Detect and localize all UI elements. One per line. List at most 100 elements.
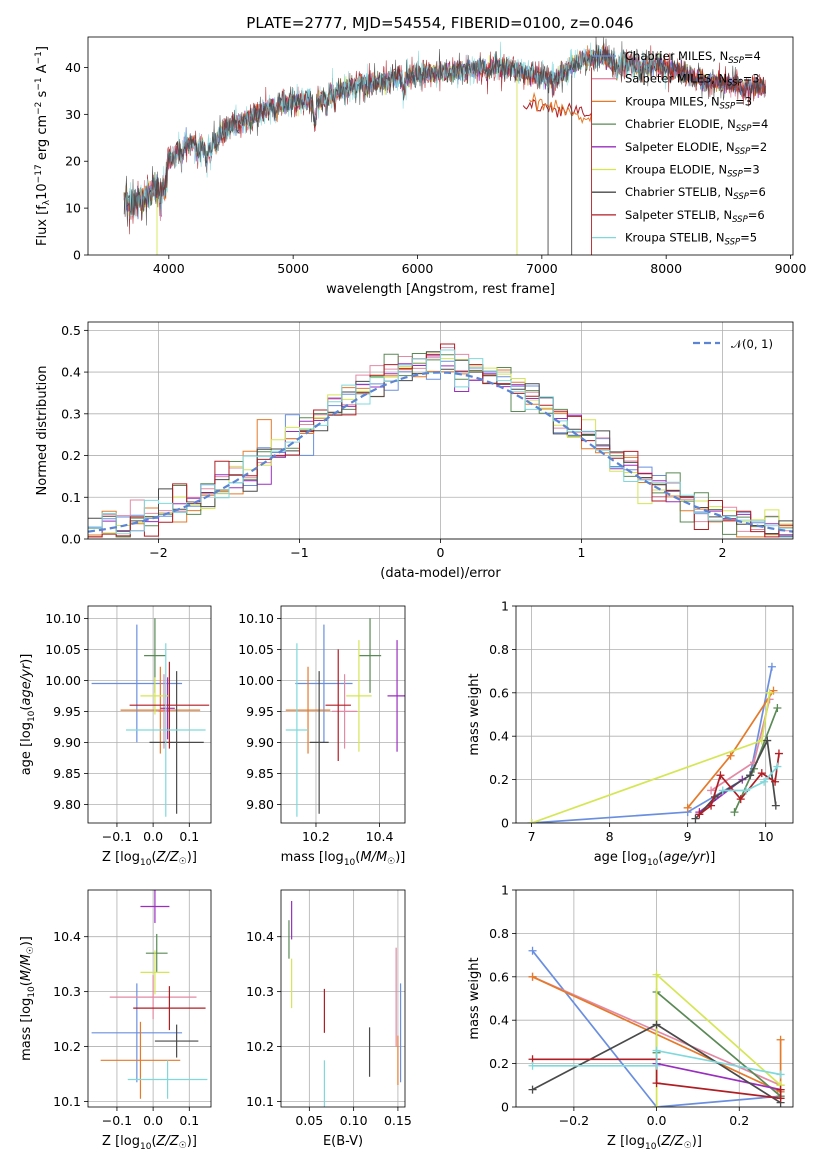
y-axis-label: Flux [fλ10−17 erg cm−2 s−1 A−1] [34, 46, 52, 246]
label-part: Kroupa ELODIE, N [625, 163, 727, 177]
label-part: SSP [725, 238, 741, 248]
y-tick-label: 10 [65, 201, 81, 216]
label-part: )] [187, 1134, 197, 1149]
label-part: M/M [360, 850, 387, 865]
series-chabrier-stelib [528, 1020, 785, 1107]
grid [516, 889, 793, 1108]
y-tick-label: 10.3 [53, 984, 81, 999]
x-tick-label: 1 [578, 545, 586, 560]
axes-frame [87, 605, 212, 824]
x-tick-label: 9 [684, 829, 692, 844]
grid [281, 890, 405, 1107]
y-tick-label: 10.10 [45, 611, 81, 626]
axes-frame [280, 889, 406, 1108]
x-axis-label: Z [log10(Z/Z☉)] [102, 1134, 197, 1152]
errorbar-chabrier-stelib [309, 671, 329, 814]
y-tick-label: 20 [65, 154, 81, 169]
x-tick-label: 6000 [402, 261, 434, 276]
errorbar-chabrier-miles [295, 624, 353, 743]
series-marker [718, 786, 727, 795]
x-axis-label: (data-model)/error [380, 566, 501, 581]
series-line [531, 666, 773, 823]
series-marker [652, 970, 661, 979]
y-tick-label: 10.4 [246, 929, 274, 944]
y-tick-label: 10.00 [238, 673, 274, 688]
series-kroupa-stelib [718, 762, 782, 795]
x-tick-label: 0.05 [295, 1113, 323, 1128]
x-tick-label: 8 [606, 829, 614, 844]
label-part: Z [log [607, 1134, 645, 1149]
errorbar-kroupa-elodie [346, 640, 372, 752]
series-line [656, 1062, 781, 1091]
errorbar-kroupa-elodie [140, 677, 170, 715]
histogram-kroupa-stelib [88, 349, 793, 535]
errorbar-kroupa-miles [100, 1021, 181, 1099]
y-tick-label: 1 [501, 599, 509, 614]
x-tick-label: −0.2 [559, 1113, 589, 1128]
series-marker [528, 972, 537, 981]
label-part: SSP [735, 147, 751, 157]
errorbar-kroupa-elodie [140, 950, 170, 995]
label-part: ☉ [179, 1141, 187, 1151]
model-segment-salpeter-stelib [522, 98, 592, 118]
label-part: −2 [34, 102, 44, 115]
x-tick-label: 10.2 [302, 829, 330, 844]
label-part: SSP [736, 124, 752, 134]
label-part: M/M [19, 954, 34, 981]
label-part: Z/Z [661, 1134, 685, 1149]
series-marker [771, 777, 780, 786]
spectrum-chabrier-stelib [123, 37, 766, 227]
series-marker [528, 946, 537, 955]
label-part: ☉ [387, 857, 395, 867]
y-tick-label: 10.2 [53, 1039, 81, 1054]
series-marker [730, 808, 739, 817]
model-segment-kroupa-miles [529, 91, 593, 125]
legend-label-kroupa-elodie: Kroupa ELODIE, NSSP=3 [625, 163, 760, 180]
y-axis-label: age [log10(age/yr)] [19, 654, 37, 776]
y-tick-label: 10.05 [238, 642, 274, 657]
series-line [722, 766, 779, 792]
label-part: ( [151, 850, 156, 865]
series-marker [652, 1061, 661, 1070]
y-tick-label: 0.4 [489, 729, 509, 744]
x-axis-label: wavelength [Angstrom, rest frame] [326, 282, 555, 297]
label-part: ( [19, 706, 34, 711]
label-part: 10 [27, 710, 37, 722]
label-part: =2 [750, 140, 767, 154]
y-tick-label: 0.8 [489, 642, 509, 657]
label-part: Flux [f [35, 205, 50, 246]
series-marker [776, 1070, 785, 1079]
spectrum-panel: 4000 5000 6000 7000 8000 9000 0 10 20 30 40 wavelen… [34, 36, 806, 297]
plot-area [285, 618, 405, 817]
y-tick-label: 40 [65, 60, 81, 75]
label-part: mass [log [19, 998, 34, 1061]
figure-title: PLATE=2777, MJD=54554, FIBERID=0100, z=0… [246, 14, 633, 32]
legend-label-salpeter-stelib: Salpeter STELIB, NSSP=6 [625, 208, 765, 225]
series-chabrier-elodie [652, 987, 785, 1101]
errorbar-kroupa-miles [285, 666, 331, 754]
label-part: ( [355, 850, 360, 865]
y-tick-label: 0.4 [489, 1013, 509, 1028]
plot-area [88, 343, 793, 538]
x-tick-label: 7000 [526, 261, 558, 276]
errorbar-chabrier-miles [91, 624, 183, 743]
errorbar-salpeter-stelib [129, 661, 210, 749]
x-tick-label: 0 [437, 545, 445, 560]
legend: 𝒩(0, 1) [693, 337, 773, 351]
errorbar-chabrier-elodie [358, 618, 382, 693]
y-tick-label: 9.80 [53, 797, 81, 812]
axes-frame [515, 605, 794, 824]
series-marker [528, 1061, 537, 1070]
y-tick-label: 0.2 [61, 448, 81, 463]
x-tick-label: −1 [290, 545, 308, 560]
series-marker [776, 1094, 785, 1103]
plot-area [288, 900, 402, 1107]
label-part: Z [log [102, 850, 140, 865]
label-part: Chabrier STELIB, N [625, 185, 733, 199]
errorbar-salpeter-stelib [133, 986, 206, 1031]
label-part: Salpeter STELIB, N [625, 208, 732, 222]
label-part: ☉ [26, 946, 36, 954]
series-marker [707, 801, 716, 810]
